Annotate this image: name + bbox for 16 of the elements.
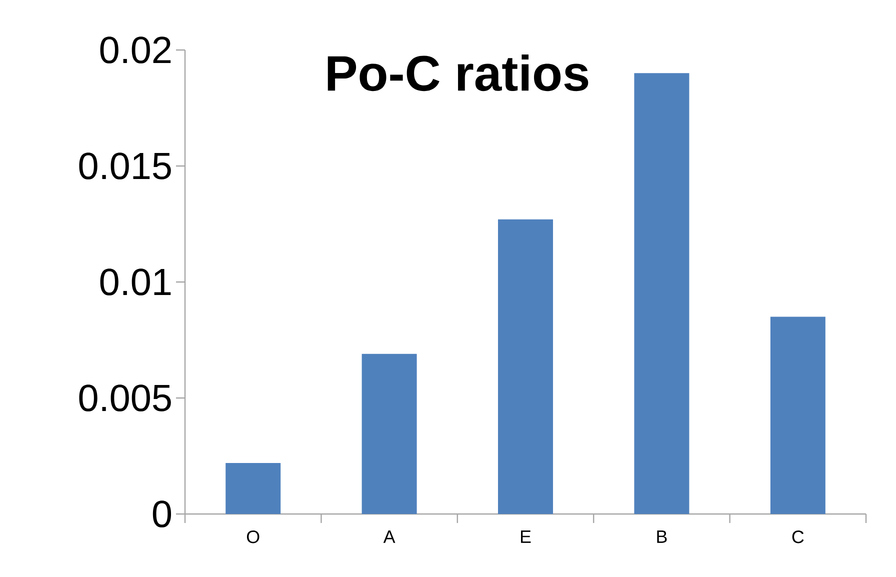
bar xyxy=(634,73,690,514)
y-tick-label: 0 xyxy=(152,500,172,528)
x-tick-label: A xyxy=(383,530,396,543)
chart-title: Po-C ratios xyxy=(328,54,588,92)
y-tick-label: 0.02 xyxy=(100,36,171,64)
x-tick-label: O xyxy=(246,530,260,544)
bar xyxy=(362,354,417,514)
y-tick-label: 0.01 xyxy=(100,268,171,296)
x-tick-label: E xyxy=(520,530,531,543)
bar xyxy=(226,462,281,514)
y-tick-label: 0.005 xyxy=(79,384,171,412)
x-tick-label: B xyxy=(657,530,667,543)
bar xyxy=(498,219,554,514)
bar xyxy=(770,316,826,514)
y-tick-label: 0.015 xyxy=(79,152,171,180)
x-tick-label: C xyxy=(792,530,804,544)
